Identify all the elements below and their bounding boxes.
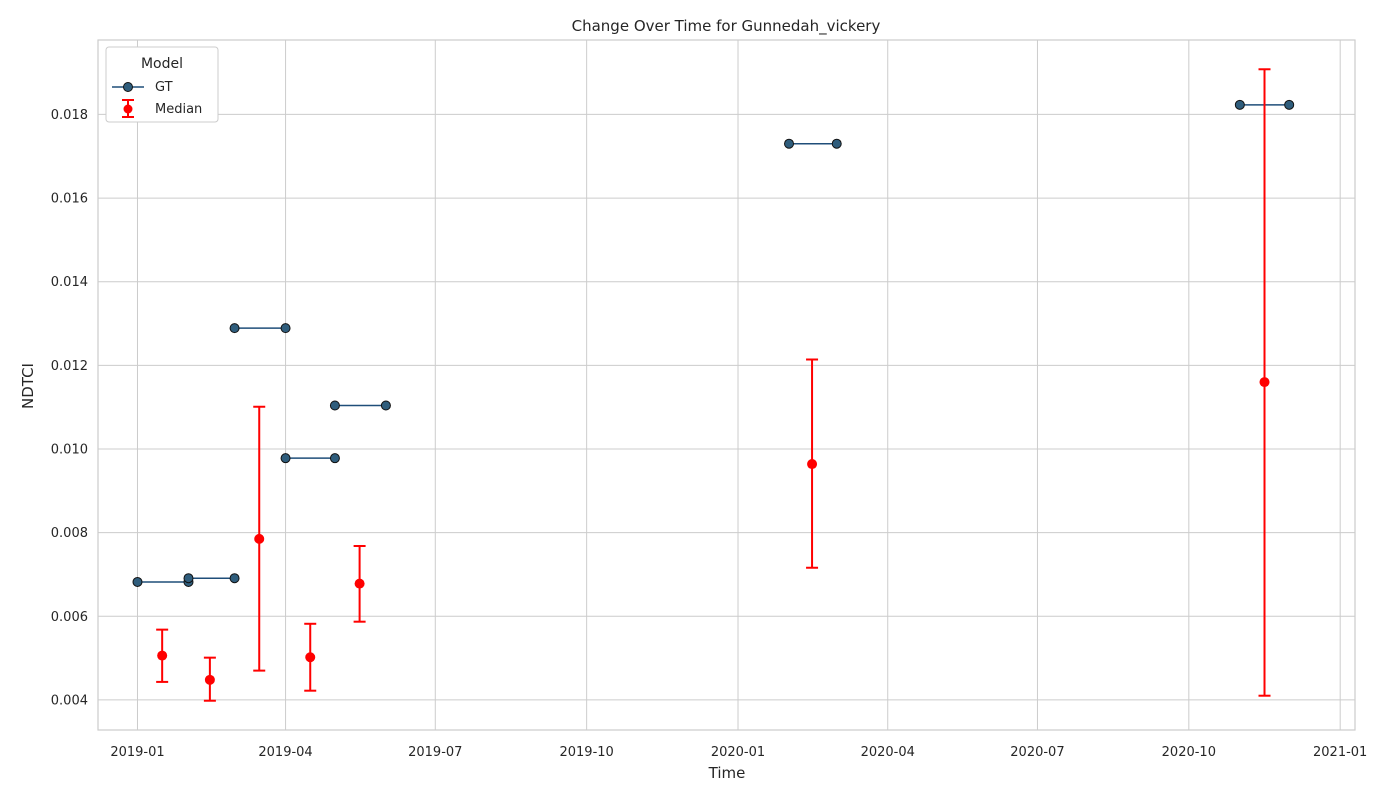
grid <box>98 40 1355 730</box>
gt-point <box>380 400 391 411</box>
gt-point <box>1284 99 1295 110</box>
y-axis-label: NDTCI <box>19 363 37 409</box>
y-tick-label: 0.018 <box>51 108 88 123</box>
median-point <box>204 674 215 685</box>
y-tick-label: 0.012 <box>51 359 88 374</box>
x-axis-label: Time <box>708 764 746 782</box>
y-tick-label: 0.010 <box>51 442 88 457</box>
legend-box <box>105 46 219 123</box>
gt-point <box>329 453 340 464</box>
legend: Model GT Median <box>105 46 219 123</box>
plot-frame <box>97 39 1356 731</box>
chart-title: Change Over Time for Gunnedah_vickery <box>572 17 881 36</box>
y-tick-label: 0.014 <box>51 275 88 290</box>
x-tick-label: 2019-01 <box>110 745 164 760</box>
y-tick-label: 0.008 <box>51 526 88 541</box>
y-tick-label: 0.016 <box>51 192 88 207</box>
gt-series <box>132 99 1295 587</box>
x-tick-label: 2019-10 <box>559 745 613 760</box>
x-tick-label: 2020-10 <box>1162 745 1216 760</box>
legend-gt-marker <box>123 82 133 92</box>
gt-point <box>229 323 240 334</box>
legend-title: Model <box>141 56 183 72</box>
x-tick-label: 2020-01 <box>711 745 765 760</box>
plot-border <box>97 39 1356 731</box>
gt-point <box>280 323 291 334</box>
y-tick-label: 0.004 <box>51 693 88 708</box>
legend-median-label: Median <box>155 102 202 117</box>
median-point <box>305 652 316 663</box>
gt-point <box>229 573 240 584</box>
gt-point <box>132 576 143 587</box>
gt-point <box>1234 99 1245 110</box>
median-point <box>354 578 365 589</box>
median-point <box>1259 377 1270 388</box>
gt-point <box>831 138 842 149</box>
median-point <box>157 650 168 661</box>
gt-point <box>784 138 795 149</box>
legend-median-marker <box>123 104 133 114</box>
gt-point <box>183 573 194 584</box>
legend-gt-label: GT <box>155 80 173 95</box>
gt-point <box>329 400 340 411</box>
x-axis-ticks: 2019-01 2019-04 2019-07 2019-10 2020-01 2020-… <box>110 745 1367 760</box>
y-tick-label: 0.006 <box>51 610 88 625</box>
median-series <box>156 68 1271 702</box>
y-axis-ticks: 0.004 0.006 0.008 0.010 0.012 0.014 0.016 0.018 <box>51 108 88 708</box>
median-point <box>254 533 265 544</box>
x-tick-label: 2020-04 <box>861 745 915 760</box>
x-tick-label: 2021-01 <box>1313 745 1367 760</box>
x-tick-label: 2019-04 <box>258 745 312 760</box>
gt-point <box>280 453 291 464</box>
x-tick-label: 2020-07 <box>1010 745 1064 760</box>
x-tick-label: 2019-07 <box>408 745 462 760</box>
median-point <box>807 459 818 470</box>
